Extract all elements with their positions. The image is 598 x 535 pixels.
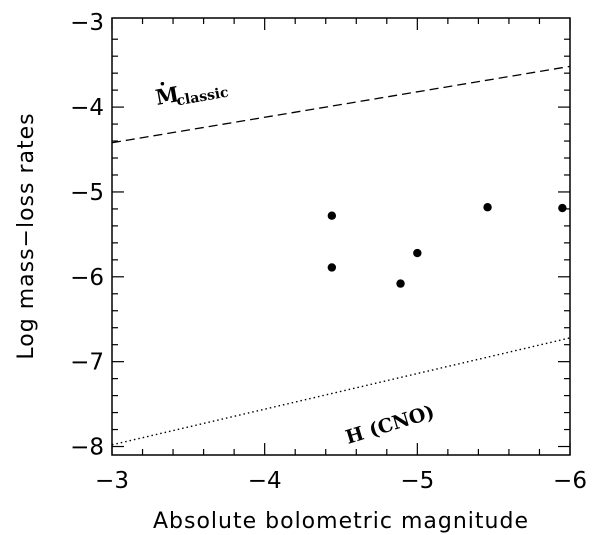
x-tick-label: −3 (95, 468, 129, 494)
data-point (483, 203, 492, 212)
data-point (327, 211, 337, 220)
y-tick-label: −6 (70, 265, 104, 291)
dashed-line (111, 65, 571, 144)
y-axis-label: Log mass−loss rates (14, 112, 39, 359)
data-point (327, 263, 337, 272)
data-point (396, 279, 405, 288)
x-tick-label: −4 (248, 468, 282, 494)
annotation-m-classic: M classic (154, 81, 230, 110)
x-axis-label: Absolute bolometric magnitude (153, 509, 529, 534)
dotted-line (111, 337, 571, 446)
annotation-classic-subscript: classic (175, 85, 230, 110)
annotation-h-cno: H (CNO) (343, 401, 437, 449)
y-tick-label: −5 (70, 180, 104, 206)
ticks (111, 18, 571, 455)
annotation-m: M (154, 81, 181, 110)
y-tick-label: −8 (70, 435, 104, 461)
x-tick-label: −5 (400, 468, 434, 494)
tick-labels: −3 −4 −5 −6 −8 −7 −6 −5 −4 −3 (70, 10, 587, 494)
y-tick-label: −4 (70, 95, 104, 121)
y-tick-label: −3 (70, 10, 104, 36)
reference-lines (111, 65, 571, 446)
data-point (558, 203, 567, 213)
data-point (413, 248, 422, 258)
x-tick-label: −6 (553, 468, 587, 494)
y-tick-label: −7 (70, 350, 104, 376)
annotation-m-dot (160, 81, 165, 86)
plot-frame (111, 17, 571, 456)
data-points (327, 203, 567, 288)
